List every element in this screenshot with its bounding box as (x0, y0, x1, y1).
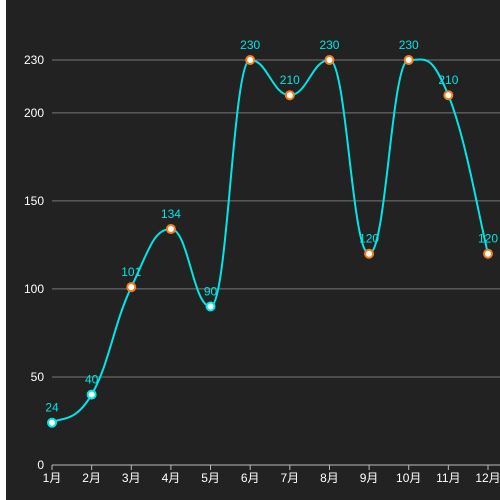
x-tick-label: 10月 (396, 471, 421, 485)
y-tick-label: 230 (24, 53, 44, 67)
x-tick-label: 7月 (280, 471, 299, 485)
data-label: 210 (438, 73, 458, 87)
series-line-group (51, 58, 489, 424)
y-tick-label: 200 (24, 106, 44, 120)
x-tick-label: 2月 (82, 471, 101, 485)
y-tick-label: 100 (24, 282, 44, 296)
data-point[interactable] (47, 417, 57, 428)
chart-panel (6, 0, 500, 500)
x-tick-label: 9月 (360, 471, 379, 485)
data-point[interactable] (403, 55, 414, 65)
data-label: 230 (240, 38, 260, 52)
data-point[interactable] (483, 248, 493, 259)
x-tick-label: 8月 (320, 471, 339, 485)
y-tick-label: 0 (37, 458, 44, 472)
x-tick-label: 1月 (43, 471, 62, 485)
data-label: 134 (161, 207, 181, 221)
data-point[interactable] (364, 248, 375, 259)
data-label: 120 (359, 232, 379, 246)
data-labels: 24 40 101 134 90 230 210 230 120 230 210 120 (45, 38, 498, 415)
series-line (51, 58, 489, 424)
x-tick-label: 5月 (201, 471, 220, 485)
data-label: 230 (399, 38, 419, 52)
data-label: 101 (121, 265, 141, 279)
y-tick-label: 150 (24, 194, 44, 208)
data-point[interactable] (126, 282, 137, 293)
y-tick-label: 50 (31, 370, 45, 384)
data-label: 24 (45, 401, 59, 415)
data-points (47, 55, 493, 428)
data-label: 40 (85, 373, 99, 387)
data-point[interactable] (284, 90, 295, 101)
data-label: 230 (319, 38, 339, 52)
data-point[interactable] (205, 301, 216, 312)
x-tick-label: 12月 (475, 471, 500, 485)
data-point[interactable] (86, 389, 97, 400)
data-point[interactable] (324, 55, 335, 65)
x-tick-label: 3月 (122, 471, 141, 485)
x-tick-label: 11月 (436, 471, 460, 485)
grid-lines (52, 59, 500, 378)
data-label: 120 (478, 232, 498, 246)
data-point[interactable] (443, 90, 454, 101)
data-point[interactable] (245, 55, 256, 65)
x-tick-label: 4月 (162, 471, 181, 485)
axes: 0 50 100 150 200 230 1月 2月 3月 4月 5月 6月 7月 8月 9月 10月 11月 1… (24, 53, 500, 485)
data-point[interactable] (165, 224, 176, 235)
x-tick-label: 6月 (241, 471, 260, 485)
data-label: 210 (280, 73, 300, 87)
data-label: 90 (204, 285, 218, 299)
